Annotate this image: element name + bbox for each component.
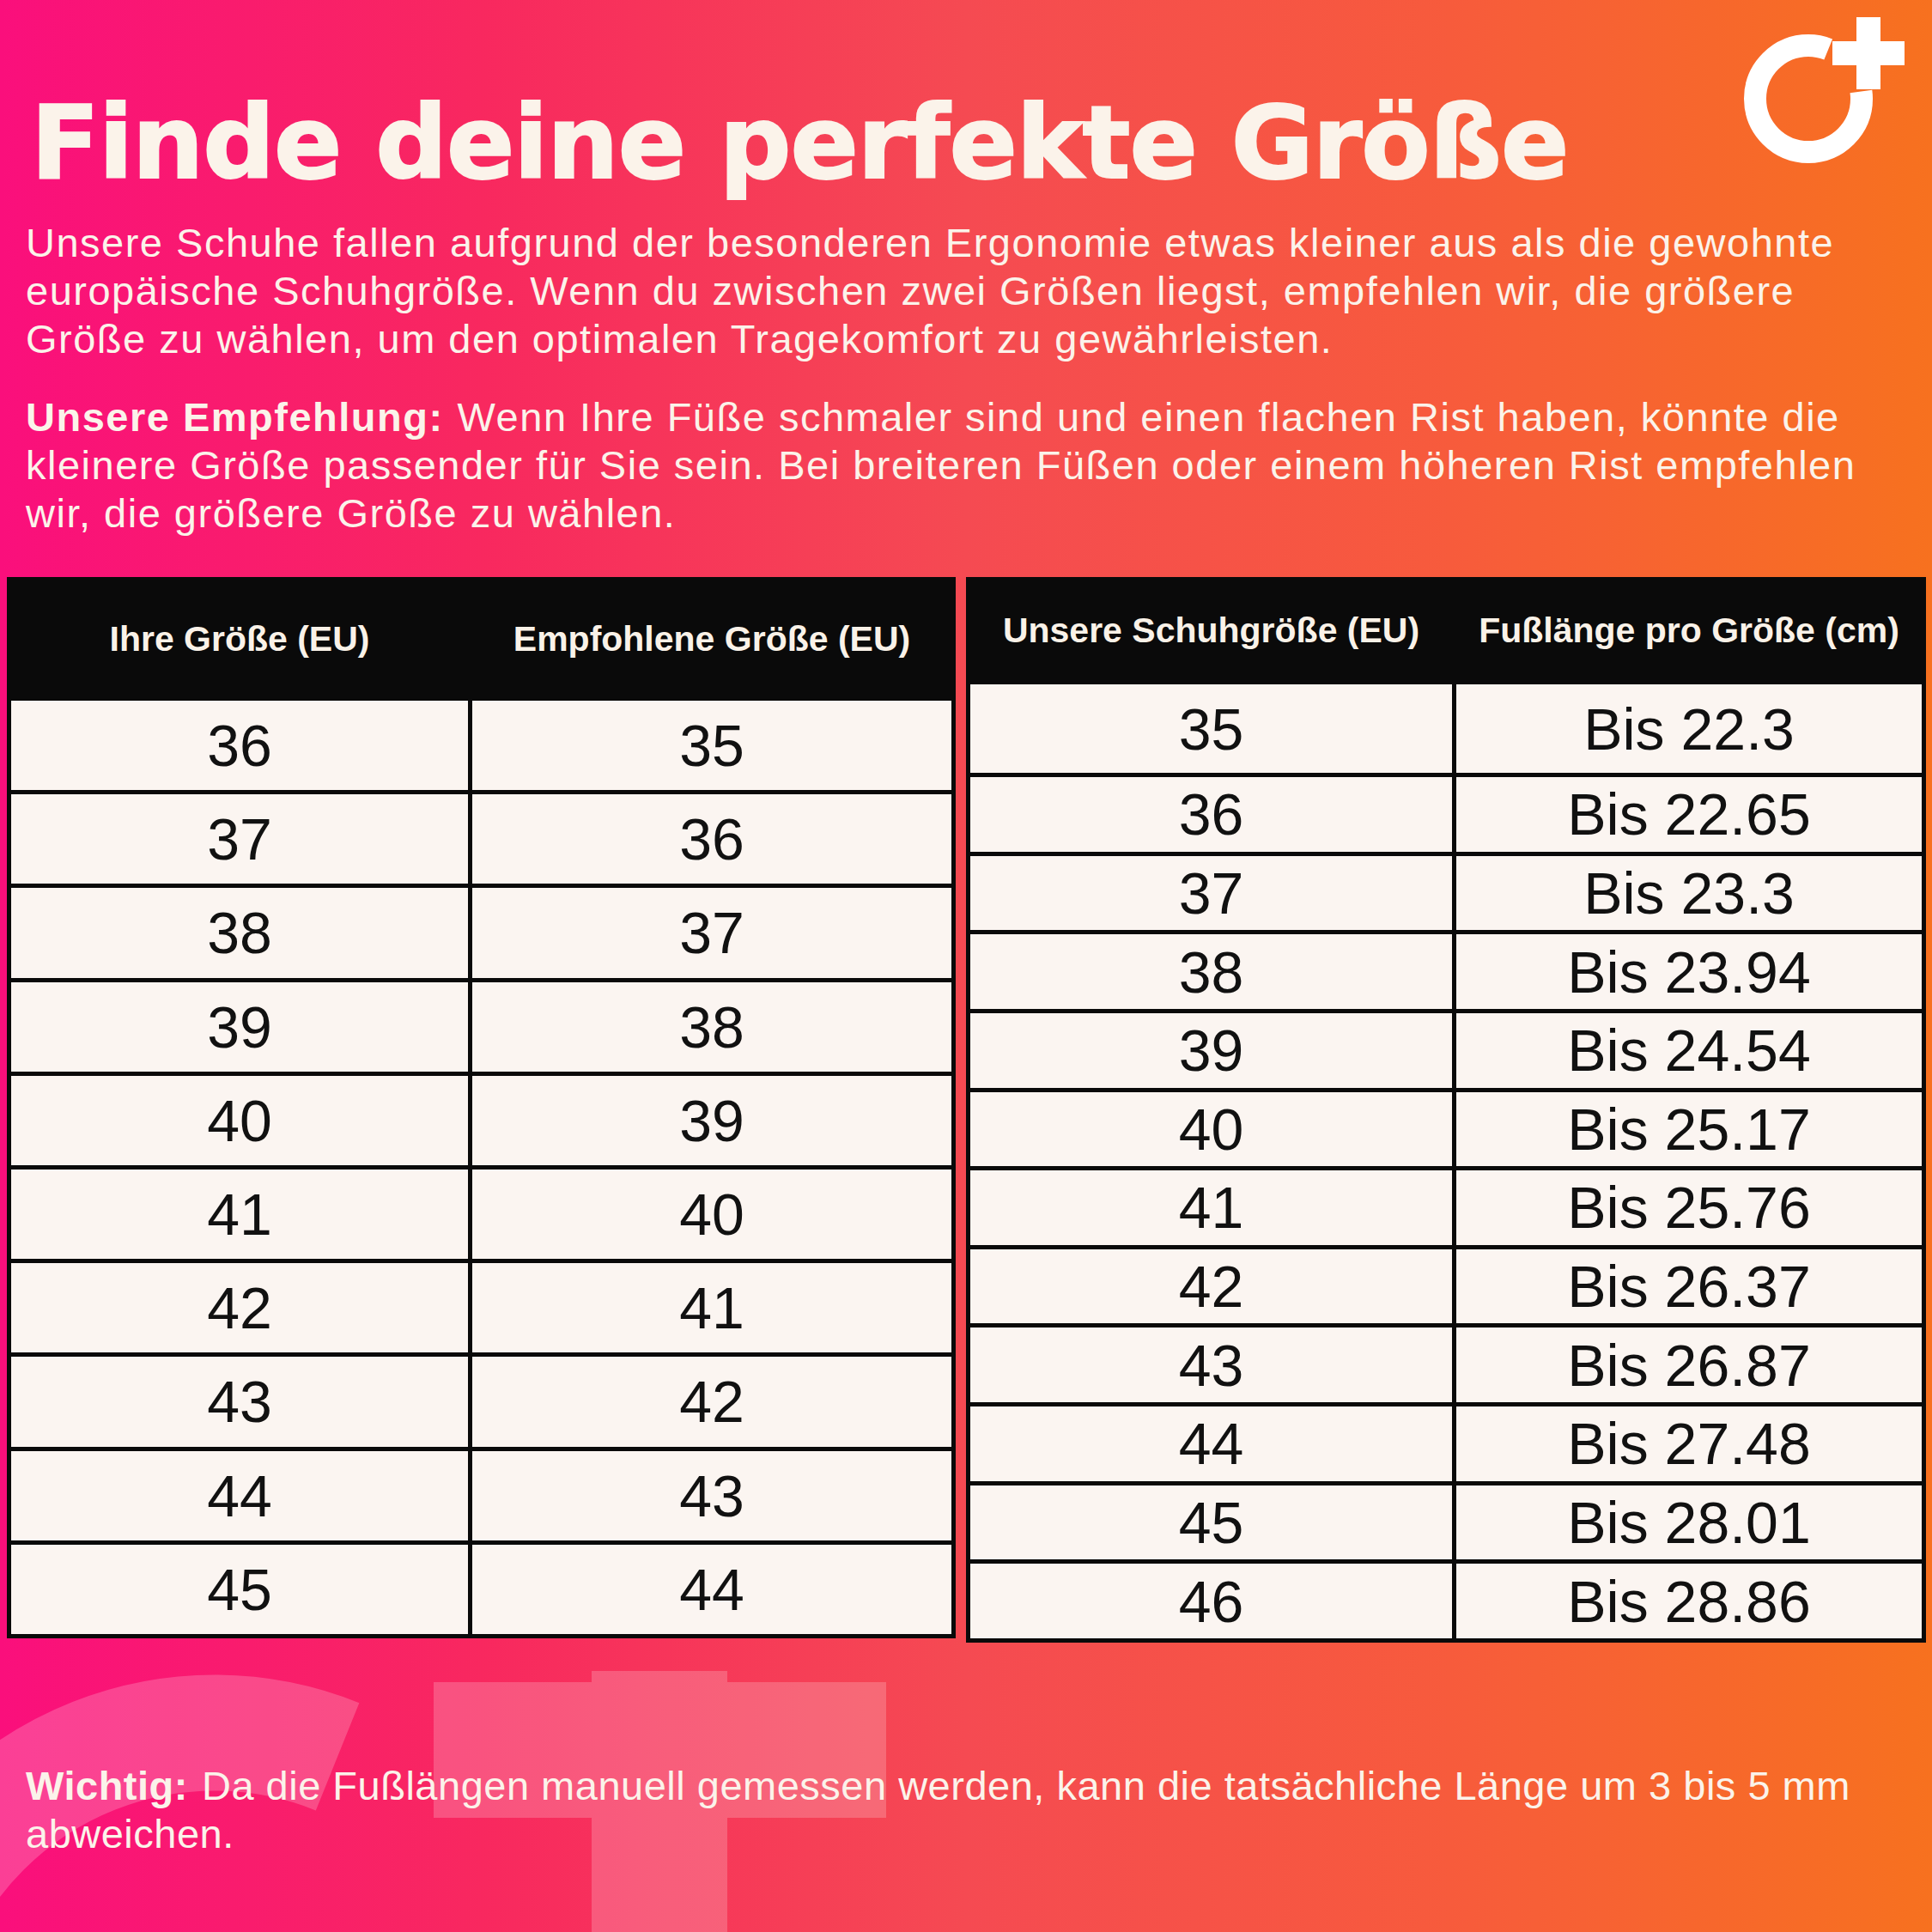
- table-cell: 41: [472, 1263, 951, 1352]
- recommendation-label: Unsere Empfehlung:: [26, 394, 444, 440]
- table-cell: Bis 22.3: [1456, 684, 1922, 773]
- table-cell: Bis 24.54: [1456, 1013, 1922, 1088]
- table-cell: Bis 28.86: [1456, 1564, 1922, 1638]
- table-cell: 39: [472, 1076, 951, 1165]
- table-cell: 36: [970, 777, 1452, 852]
- table-cell: Bis 26.37: [1456, 1249, 1922, 1324]
- intro-text: Unsere Schuhe fallen aufgrund der besond…: [26, 220, 1834, 361]
- table-cell: 36: [11, 701, 468, 790]
- size-conversion-table: Ihre Größe (EU) Empfohlene Größe (EU) 36…: [7, 577, 956, 1638]
- table-cell: 39: [11, 982, 468, 1072]
- table-cell: 35: [472, 701, 951, 790]
- column-header: Empfohlene Größe (EU): [472, 581, 951, 696]
- table-cell: 40: [472, 1170, 951, 1259]
- page-title: Finde deine perfekte Größe: [31, 90, 1568, 196]
- column-header: Unsere Schuhgröße (EU): [970, 581, 1452, 680]
- table-cell: 44: [11, 1451, 468, 1540]
- note-text: Da die Fußlängen manuell gemessen werden…: [26, 1763, 1850, 1856]
- table-cell: 42: [11, 1263, 468, 1352]
- table-cell: 42: [472, 1357, 951, 1446]
- table-cell: 45: [970, 1485, 1452, 1560]
- table-cell: 40: [970, 1092, 1452, 1167]
- table-cell: 44: [970, 1406, 1452, 1481]
- table-cell: 41: [970, 1170, 1452, 1245]
- table-cell: 46: [970, 1564, 1452, 1638]
- table-cell: 38: [11, 888, 468, 977]
- brand-logo-icon: [1741, 17, 1913, 172]
- column-header: Fußlänge pro Größe (cm): [1456, 581, 1922, 680]
- table-cell: Bis 25.76: [1456, 1170, 1922, 1245]
- table-cell: 36: [472, 794, 951, 884]
- table-cell: Bis 28.01: [1456, 1485, 1922, 1560]
- table-cell: Bis 23.94: [1456, 934, 1922, 1009]
- table-cell: 44: [472, 1545, 951, 1634]
- table-cell: 37: [472, 888, 951, 977]
- column-header: Ihre Größe (EU): [11, 581, 468, 696]
- table-cell: 38: [970, 934, 1452, 1009]
- table-cell: 43: [11, 1357, 468, 1446]
- table-cell: 43: [970, 1327, 1452, 1402]
- table-cell: 40: [11, 1076, 468, 1165]
- table-cell: 37: [11, 794, 468, 884]
- table-cell: 41: [11, 1170, 468, 1259]
- foot-length-table: Unsere Schuhgröße (EU) Fußlänge pro Größ…: [966, 577, 1926, 1643]
- table-cell: Bis 26.87: [1456, 1327, 1922, 1402]
- table-cell: 37: [970, 856, 1452, 931]
- intro-paragraph: Unsere Schuhe fallen aufgrund der besond…: [26, 219, 1928, 363]
- table-cell: Bis 25.17: [1456, 1092, 1922, 1167]
- recommendation-paragraph: Unsere Empfehlung:Wenn Ihre Füße schmale…: [26, 393, 1928, 538]
- table-cell: Bis 27.48: [1456, 1406, 1922, 1481]
- note-label: Wichtig:: [26, 1763, 188, 1808]
- table-cell: 39: [970, 1013, 1452, 1088]
- table-cell: Bis 23.3: [1456, 856, 1922, 931]
- table-cell: 43: [472, 1451, 951, 1540]
- table-cell: 45: [11, 1545, 468, 1634]
- table-cell: Bis 22.65: [1456, 777, 1922, 852]
- table-cell: 38: [472, 982, 951, 1072]
- table-cell: 35: [970, 684, 1452, 773]
- table-cell: 42: [970, 1249, 1452, 1324]
- note-paragraph: Wichtig:Da die Fußlängen manuell gemesse…: [26, 1762, 1928, 1858]
